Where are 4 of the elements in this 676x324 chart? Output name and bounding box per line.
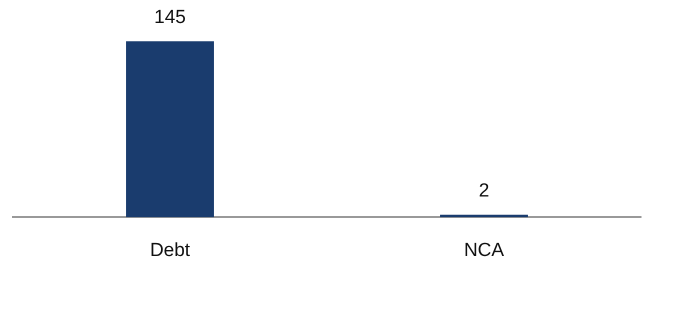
data-label: 145 — [154, 6, 186, 28]
x-tick-label: NCA — [464, 240, 504, 261]
x-tick-label: Debt — [150, 240, 191, 261]
data-label: 2 — [478, 180, 490, 202]
